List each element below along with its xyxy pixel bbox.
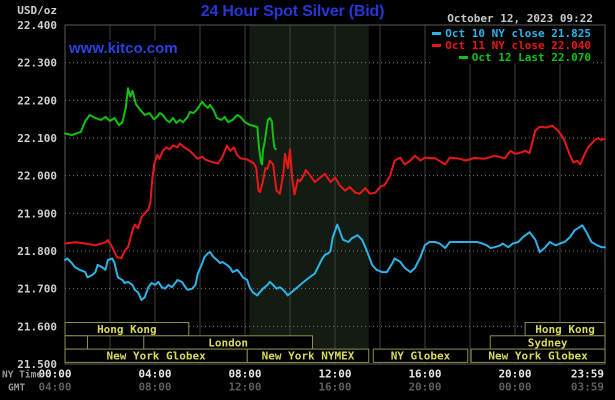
x-tick-label-gmt: 16:00: [318, 381, 351, 394]
plot-border: [64, 24, 606, 365]
chart-title: 24 Hour Spot Silver (Bid): [200, 3, 385, 20]
session-label: Hong Kong: [535, 323, 595, 336]
x-tick-label-gmt: 03:59: [571, 381, 604, 394]
series-line-oct-10: [64, 223, 606, 301]
x-tick-label-ny-time: 20:00: [498, 368, 531, 381]
legend-label: Oct 10 NY close 21.825: [445, 26, 591, 40]
session-label: Sydney: [528, 336, 568, 349]
y-tick-label: 22.000: [17, 170, 57, 183]
legend-item: Oct 11 NY close 22.040: [432, 38, 591, 52]
x-tick-label-gmt: 04:00: [38, 381, 71, 394]
legend-dash-icon: [432, 31, 442, 35]
y-tick-label: 21.500: [17, 358, 57, 371]
y-tick-label: 22.300: [17, 57, 57, 70]
series-line-oct-11: [64, 124, 606, 260]
legend-label: Oct 11 NY close 22.040: [445, 38, 591, 52]
session-box-new-york-globex: [470, 348, 606, 363]
chart-datetime: October 12, 2023 09:22: [447, 12, 593, 25]
legend-item: Oct 10 NY close 21.825: [432, 26, 591, 40]
y-tick-label: 22.200: [17, 94, 57, 107]
session-label: Hong Kong: [97, 323, 157, 336]
x-tick-label-gmt: 20:00: [408, 381, 441, 394]
session-label: New York NYMEX: [262, 350, 355, 363]
session-box-hong-kong: [64, 322, 190, 337]
x-tick-label-ny-time: 00:00: [38, 368, 71, 381]
legend-item: Oct 12 Last 22.070: [432, 50, 591, 64]
x-tick-label-ny-time: 08:00: [228, 368, 261, 381]
y-tick-label: 22.100: [17, 132, 57, 145]
session-label: New York Globex: [106, 350, 206, 363]
session-label: NY Globex: [391, 350, 451, 363]
kitco-watermark-link[interactable]: www.kitco.com: [67, 40, 180, 57]
y-tick-label: 21.600: [17, 320, 57, 333]
session-box-unlabeled: [64, 335, 88, 350]
x-tick-label-ny-time: 23:59: [571, 368, 604, 381]
legend: Oct 10 NY close 21.825 Oct 11 NY close 22…: [430, 26, 593, 64]
session-label: London: [208, 336, 248, 349]
axis-row-header: NY Time: [2, 370, 42, 381]
legend-dash-icon: [432, 43, 442, 47]
legend-label: Oct 12 Last 22.070: [471, 50, 591, 64]
axis-row-header: GMT: [8, 383, 25, 394]
x-tick-label-ny-time: 12:00: [318, 368, 351, 381]
x-tick-label-gmt: 12:00: [228, 381, 261, 394]
session-label: New York Globex: [488, 350, 588, 363]
nymex-session-band: [249, 25, 369, 364]
series-line-oct-12: [64, 87, 277, 166]
y-tick-label: 21.800: [17, 245, 57, 258]
y-tick-label: 21.900: [17, 207, 57, 220]
legend-dash-icon: [458, 55, 468, 59]
y-axis-unit-label: USD/oz: [17, 4, 57, 17]
y-tick-label: 22.400: [17, 19, 57, 32]
x-tick-label-gmt: 08:00: [138, 381, 171, 394]
x-tick-label-ny-time: 16:00: [408, 368, 441, 381]
y-tick-label: 21.700: [17, 283, 57, 296]
session-box-ny-globex: [372, 348, 469, 363]
x-tick-label-gmt: 00:00: [498, 381, 531, 394]
x-tick-label-ny-time: 04:00: [138, 368, 171, 381]
session-box-new-york-nymex: [246, 348, 370, 363]
